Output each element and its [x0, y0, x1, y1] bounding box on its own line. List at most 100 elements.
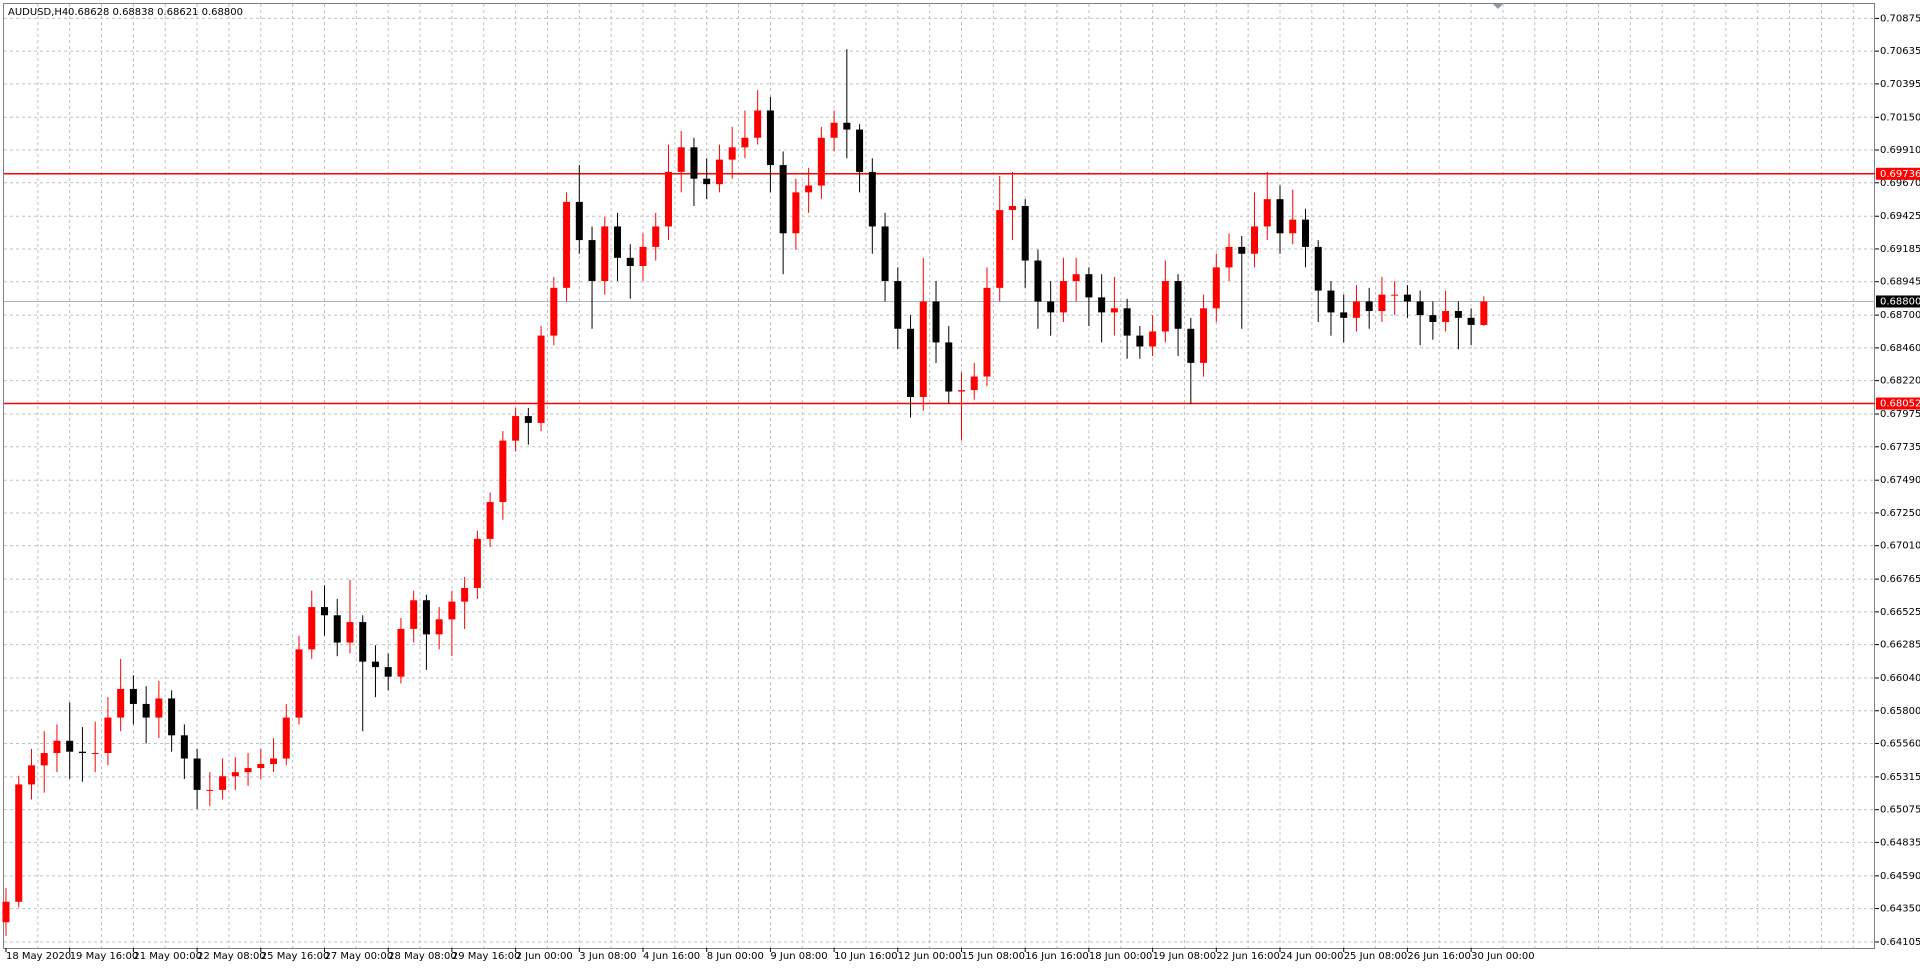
- candle-body: [524, 416, 532, 423]
- y-tick-label: 0.68460: [1880, 343, 1920, 354]
- x-tick-label: 29 May 16:00: [452, 951, 521, 962]
- x-tick-label: 19 May 16:00: [70, 951, 139, 962]
- candle-body: [270, 758, 278, 764]
- candle-body: [321, 607, 328, 616]
- candle-body: [1289, 219, 1297, 234]
- candle-body: [1340, 312, 1348, 318]
- y-tick-label: 0.66040: [1880, 673, 1920, 684]
- y-tick-label: 0.65075: [1880, 805, 1920, 816]
- level-tag: [1876, 397, 1920, 410]
- level-label: 0.68052: [1880, 399, 1920, 410]
- candle-body: [550, 287, 558, 336]
- y-tick-label: 0.68700: [1880, 310, 1920, 321]
- candle-body: [1352, 301, 1360, 318]
- y-tick-label: 0.69670: [1880, 178, 1920, 189]
- candle-body: [231, 772, 239, 777]
- candle-body: [817, 137, 825, 186]
- x-tick-label: 12 Jun 00:00: [898, 951, 962, 962]
- candle-body: [1021, 205, 1029, 261]
- candle-body: [1327, 290, 1335, 313]
- x-tick-label: 16 Jun 16:00: [1025, 951, 1089, 962]
- candle-body: [359, 622, 367, 662]
- candle-body: [677, 147, 685, 172]
- price-tag: [1876, 295, 1920, 308]
- candle-body: [1442, 311, 1450, 322]
- candle-body: [410, 600, 418, 629]
- y-tick-label: 0.64590: [1880, 871, 1920, 882]
- y-tick-label: 0.69185: [1880, 244, 1920, 255]
- y-tick-label: 0.65800: [1880, 706, 1920, 717]
- candle-body: [1480, 301, 1488, 325]
- candle-body: [1212, 267, 1220, 309]
- y-tick-label: 0.70395: [1880, 79, 1920, 90]
- candle-body: [728, 147, 736, 160]
- candle-body: [193, 758, 201, 790]
- candle-body: [257, 763, 265, 769]
- candle-body: [78, 751, 86, 754]
- candle-body: [805, 185, 813, 193]
- candle-body: [1110, 308, 1118, 313]
- candle-body: [1149, 331, 1157, 347]
- x-tick-label: 10 Jun 16:00: [834, 951, 898, 962]
- candle-body: [27, 765, 35, 785]
- candle-body: [499, 440, 507, 503]
- candle-body: [384, 667, 392, 677]
- candle-body: [626, 257, 634, 267]
- candle-body: [958, 390, 965, 392]
- candle-body: [932, 301, 940, 343]
- candle-body: [601, 226, 609, 282]
- candle-body: [1467, 317, 1475, 325]
- candle-body: [1301, 219, 1309, 247]
- y-tick-label: 0.68945: [1880, 277, 1920, 288]
- candle-body: [741, 137, 749, 148]
- candle-body: [1276, 199, 1284, 234]
- candle-body: [117, 688, 125, 718]
- y-tick-label: 0.70150: [1880, 112, 1920, 123]
- candle-body: [346, 622, 354, 643]
- y-tick-label: 0.69425: [1880, 211, 1920, 222]
- x-tick-label: 25 May 16:00: [261, 951, 330, 962]
- candle-body: [754, 110, 762, 138]
- candle-body: [970, 376, 978, 391]
- candle-body: [588, 240, 596, 282]
- candle-body: [371, 661, 379, 668]
- level-tag: [1876, 167, 1920, 180]
- candle-body: [563, 201, 571, 288]
- candle-body: [180, 735, 188, 759]
- y-tick-label: 0.67010: [1880, 541, 1920, 552]
- candle-body: [461, 587, 469, 602]
- shift-marker: [1493, 4, 1503, 9]
- x-tick-label: 26 Jun 16:00: [1407, 951, 1471, 962]
- y-tick-label: 0.66765: [1880, 574, 1920, 585]
- x-tick-label: 27 May 00:00: [325, 951, 394, 962]
- x-tick-label: 2 Jun 00:00: [516, 951, 573, 962]
- x-tick-label: 30 Jun 00:00: [1471, 951, 1535, 962]
- candle-body: [1403, 294, 1411, 302]
- candle-body: [1047, 301, 1055, 313]
- candle-body: [1098, 297, 1106, 313]
- candle-body: [996, 210, 1004, 288]
- y-tick-label: 0.67975: [1880, 409, 1920, 420]
- y-tick-label: 0.66285: [1880, 640, 1920, 651]
- candle-body: [575, 201, 583, 241]
- price-label: 0.68800: [1880, 296, 1920, 307]
- candle-body: [907, 328, 915, 397]
- candle-body: [639, 246, 647, 267]
- x-tick-label: 21 May 00:00: [133, 951, 202, 962]
- x-tick-label: 9 Jun 08:00: [770, 951, 827, 962]
- candle-body: [919, 301, 927, 397]
- candle-body: [397, 628, 405, 677]
- candle-body: [53, 740, 61, 754]
- candle-body: [1429, 315, 1437, 322]
- candle-body: [766, 110, 774, 166]
- candle-body: [1187, 328, 1195, 363]
- candle-body: [422, 600, 430, 635]
- candle-body: [282, 717, 290, 759]
- y-tick-label: 0.67735: [1880, 442, 1920, 453]
- candle-body: [1238, 246, 1246, 254]
- candle-body: [792, 192, 800, 234]
- level-label: 0.69736: [1880, 169, 1920, 180]
- x-tick-label: 8 Jun 00:00: [707, 951, 764, 962]
- candle-body: [703, 178, 711, 185]
